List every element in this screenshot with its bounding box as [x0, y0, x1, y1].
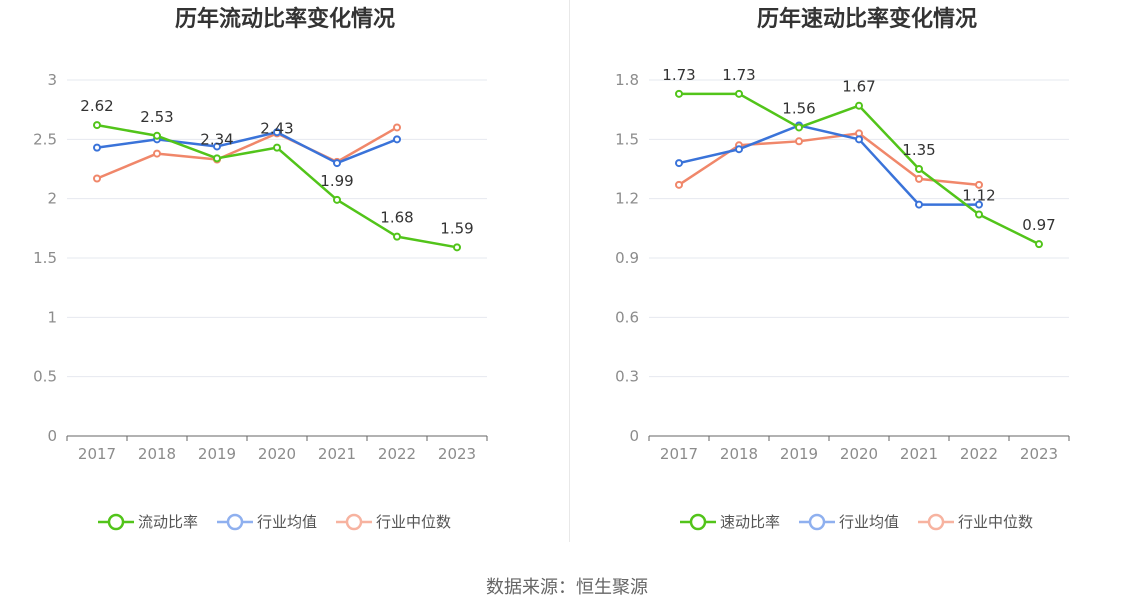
data-point	[213, 142, 221, 151]
x-tick-label: 2021	[318, 445, 356, 463]
legend-label: 速动比率	[720, 513, 780, 531]
data-point	[675, 89, 683, 98]
chart-title: 历年速动比率变化情况	[757, 6, 977, 32]
y-tick-label: 2.5	[33, 130, 57, 148]
data-point	[675, 180, 683, 189]
data-point	[153, 131, 161, 140]
data-label: 2.34	[200, 130, 233, 148]
data-label: 2.62	[80, 97, 113, 115]
y-tick-label: 0	[629, 427, 639, 445]
data-point	[93, 121, 101, 130]
y-tick-label: 1.5	[615, 130, 639, 148]
y-tick-label: 3	[47, 71, 57, 89]
series-line	[679, 92, 1040, 246]
x-tick-label: 2017	[78, 445, 116, 463]
data-point	[795, 137, 803, 146]
data-point	[153, 149, 161, 158]
data-point	[735, 89, 743, 98]
data-point	[273, 143, 281, 152]
data-point	[975, 180, 983, 189]
data-point	[975, 210, 983, 219]
legend-label: 行业中位数	[958, 513, 1033, 531]
data-point	[93, 143, 101, 152]
data-label: 1.99	[320, 172, 353, 190]
x-tick-label: 2019	[198, 445, 236, 463]
data-label: 1.68	[380, 209, 413, 227]
legend-label: 行业中位数	[376, 513, 451, 531]
x-tick-label: 2021	[900, 445, 938, 463]
series-line	[96, 126, 398, 180]
legend-marker-icon	[226, 513, 244, 531]
data-point	[795, 123, 803, 132]
data-label: 1.56	[782, 99, 815, 117]
data-point	[915, 200, 923, 209]
y-tick-label: 1.8	[615, 71, 639, 89]
x-tick-label: 2020	[258, 445, 296, 463]
data-point	[333, 195, 341, 204]
legend-marker-icon	[808, 513, 826, 531]
data-point	[855, 101, 863, 110]
data-point	[393, 135, 401, 144]
data-point	[333, 159, 341, 168]
legend-marker-icon	[689, 513, 707, 531]
y-tick-label: 2	[47, 190, 57, 208]
y-tick-label: 0.5	[33, 368, 57, 386]
data-label: 1.67	[842, 78, 875, 96]
legend-label: 行业均值	[257, 513, 317, 531]
data-source-note: 数据来源：恒生聚源	[486, 577, 648, 598]
legend-label: 行业均值	[839, 513, 899, 531]
data-point	[915, 174, 923, 183]
x-tick-label: 2022	[960, 445, 998, 463]
legend-marker-icon	[107, 513, 125, 531]
data-point	[855, 135, 863, 144]
data-label: 1.12	[962, 186, 995, 204]
data-label: 1.73	[662, 66, 695, 84]
data-point	[1035, 240, 1043, 249]
x-tick-label: 2020	[840, 445, 878, 463]
y-tick-label: 1.5	[33, 249, 57, 267]
x-tick-label: 2019	[780, 445, 818, 463]
series-line	[96, 123, 458, 249]
x-tick-label: 2023	[1020, 445, 1058, 463]
y-tick-label: 0.9	[615, 249, 639, 267]
x-tick-label: 2018	[720, 445, 758, 463]
y-tick-label: 0	[47, 427, 57, 445]
data-label: 1.59	[440, 219, 473, 237]
data-label: 0.97	[1022, 216, 1055, 234]
chart-panel-current-ratio: 历年流动比率变化情况 0 0.5 1 1.5 2 2.5 3 2017 2018 2019 2020 2…	[0, 0, 567, 560]
panel-divider	[569, 0, 570, 542]
data-point	[393, 123, 401, 132]
data-point	[975, 200, 983, 209]
data-label: 1.35	[902, 141, 935, 159]
data-label: 2.43	[260, 120, 293, 138]
data-label: 2.53	[140, 108, 173, 126]
data-point	[393, 232, 401, 241]
x-tick-label: 2023	[438, 445, 476, 463]
x-tick-label: 2017	[660, 445, 698, 463]
legend-marker-icon	[345, 513, 363, 531]
x-tick-label: 2018	[138, 445, 176, 463]
y-tick-label: 1.2	[615, 190, 639, 208]
series-line	[678, 124, 979, 206]
quick-ratio-chart: 历年速动比率变化情况 0 0.3 0.6 0.9 1.2 1.5 1.8 2017 2018 201…	[615, 6, 1070, 531]
data-point	[273, 128, 281, 137]
legend-marker-icon	[927, 513, 945, 531]
data-point	[213, 154, 221, 163]
chart-panel-quick-ratio: 历年速动比率变化情况 0 0.3 0.6 0.9 1.2 1.5 1.8 2017 2018 201…	[582, 0, 1134, 560]
x-tick-label: 2022	[378, 445, 416, 463]
y-tick-label: 0.6	[615, 308, 639, 326]
legend-label: 流动比率	[138, 513, 198, 531]
y-tick-label: 1	[47, 308, 57, 326]
data-point	[675, 159, 683, 168]
y-tick-label: 0.3	[615, 368, 639, 386]
chart-title: 历年流动比率变化情况	[175, 6, 395, 32]
data-label: 1.73	[722, 66, 755, 84]
series-line	[96, 130, 398, 165]
data-point	[735, 145, 743, 154]
data-point	[93, 174, 101, 183]
data-point	[453, 243, 461, 252]
data-point	[915, 165, 923, 173]
